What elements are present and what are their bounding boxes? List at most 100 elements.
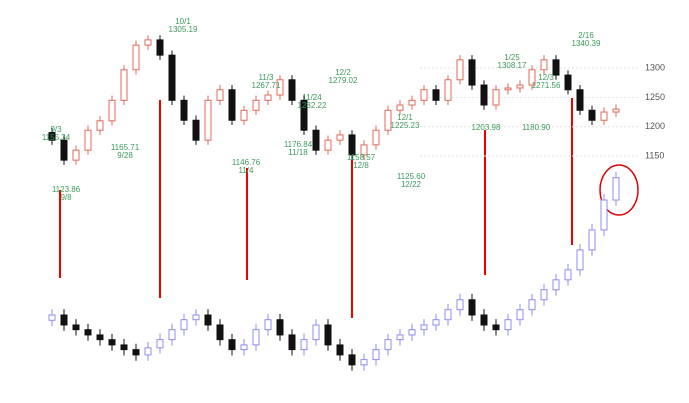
annotation: 1176.84	[284, 140, 313, 149]
annotation: 12/3	[538, 73, 554, 82]
candle-body	[276, 319, 284, 336]
annotation: 1225.23	[391, 121, 420, 130]
candle-body	[312, 129, 320, 151]
candle-body	[348, 354, 356, 366]
annotation: 12/8	[353, 161, 369, 170]
candle-body	[444, 79, 452, 101]
candle-body	[420, 89, 428, 101]
annotation: 1279.02	[329, 76, 358, 85]
candle-body	[96, 120, 104, 131]
candle-body	[432, 89, 440, 101]
candle-body	[204, 314, 212, 326]
candle-body	[288, 334, 296, 351]
candle-body	[444, 309, 452, 321]
annotation: 2/16	[578, 31, 594, 40]
candle-body	[120, 69, 128, 101]
candle-body	[300, 99, 308, 131]
candle-body	[588, 229, 596, 251]
annotation: 1308.17	[498, 61, 527, 70]
candle-body	[252, 329, 260, 346]
candle-body	[540, 289, 548, 301]
candle-body	[408, 99, 416, 106]
candle-body	[456, 299, 464, 311]
candle-body	[108, 99, 116, 122]
candle-body	[576, 89, 584, 111]
candle-body	[516, 309, 524, 321]
candle-body	[528, 69, 536, 86]
candle-body	[276, 79, 284, 96]
candle-body	[468, 59, 476, 86]
candle-body	[516, 84, 524, 89]
candle-body	[480, 84, 488, 106]
candle-body	[240, 344, 248, 351]
candle-body	[492, 89, 500, 106]
annotation: 9/28	[117, 151, 133, 160]
annotation: 1165.71	[111, 143, 140, 152]
annotation: 11/4	[239, 166, 255, 175]
candle-body	[60, 314, 68, 326]
annotation: 11/3	[259, 73, 275, 82]
candle-body	[192, 314, 200, 321]
candle-body	[432, 319, 440, 326]
candle-body	[84, 329, 92, 336]
candle-body	[216, 324, 224, 341]
candle-body	[120, 344, 128, 351]
candle-body	[336, 134, 344, 141]
candle-body	[492, 324, 500, 331]
candle-body	[360, 359, 368, 366]
candle-body	[72, 149, 80, 161]
candle-body	[324, 139, 332, 151]
annotation: 1340.39	[572, 39, 601, 48]
candle-body	[528, 299, 536, 311]
candle-body	[168, 329, 176, 341]
annotation: 10/1	[175, 17, 191, 26]
annotation: 1305.19	[169, 25, 198, 34]
candle-body	[564, 269, 572, 281]
candle-body	[588, 109, 596, 121]
candle-body	[216, 89, 224, 101]
annotation: 12/2	[335, 68, 351, 77]
candle-body	[144, 39, 152, 46]
annotation: 1125.60	[397, 172, 426, 181]
candle-body	[396, 334, 404, 341]
annotation: 1155.34	[42, 133, 71, 142]
candle-body	[552, 279, 560, 291]
candle-body	[204, 99, 212, 141]
candle-body	[156, 39, 164, 56]
candle-body	[504, 319, 512, 331]
candle-body	[144, 347, 152, 356]
candle-body	[96, 334, 104, 341]
candle-body	[180, 99, 188, 121]
connectors	[59, 98, 573, 318]
candle-body	[48, 132, 56, 141]
candle-body	[180, 319, 188, 331]
candle-body	[396, 104, 404, 111]
candle-body	[132, 44, 140, 71]
candle-body	[408, 329, 416, 336]
candle-body	[348, 134, 356, 156]
highlight-circle	[599, 164, 639, 216]
candle-body	[132, 349, 140, 356]
y-tick-label: 1200	[645, 121, 665, 131]
annotation: 11/18	[288, 148, 308, 157]
annotation: 12/22	[401, 180, 422, 189]
annotation: 11/24	[302, 93, 322, 102]
annotation: 1180.90	[522, 123, 551, 132]
annotation: 1158.57	[347, 153, 376, 162]
annotation: 1/25	[504, 53, 520, 62]
candle-body	[360, 144, 368, 156]
candle-body	[228, 339, 236, 351]
candle-body	[456, 59, 464, 81]
candle-body	[84, 129, 92, 151]
candle-body	[600, 111, 608, 121]
candle-body	[504, 87, 512, 91]
candle-body	[324, 324, 332, 346]
candle-body	[420, 324, 428, 331]
candle-body	[540, 59, 548, 71]
annotation: 1203.98	[472, 123, 501, 132]
candle-body	[468, 299, 476, 316]
annotation: 1123.86	[52, 185, 81, 194]
candle-body	[252, 99, 260, 111]
